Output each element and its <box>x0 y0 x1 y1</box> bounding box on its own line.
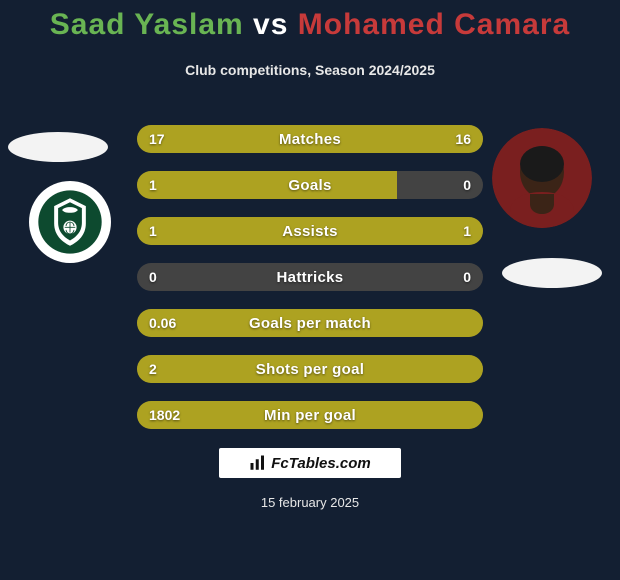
stat-row: 11Assists <box>137 217 483 245</box>
stat-row: 2Shots per goal <box>137 355 483 383</box>
stat-row: 1802Min per goal <box>137 401 483 429</box>
brand-text: FcTables.com <box>271 455 370 472</box>
stat-label: Min per goal <box>137 401 483 429</box>
stat-row: 1716Matches <box>137 125 483 153</box>
stat-label: Shots per goal <box>137 355 483 383</box>
brand-badge: FcTables.com <box>219 448 401 478</box>
stat-label: Hattricks <box>137 263 483 291</box>
subtitle: Club competitions, Season 2024/2025 <box>0 62 620 78</box>
player2-photo <box>492 128 592 228</box>
player1-club-badge <box>20 172 120 272</box>
chart-icon <box>249 454 267 472</box>
stat-row: 10Goals <box>137 171 483 199</box>
stat-label: Assists <box>137 217 483 245</box>
footer-date: 15 february 2025 <box>0 495 620 510</box>
page-title: Saad Yaslam vs Mohamed Camara <box>0 0 620 42</box>
avatar-placeholder-icon <box>492 128 592 228</box>
stat-row: 0.06Goals per match <box>137 309 483 337</box>
player2-name: Mohamed Camara <box>298 8 570 41</box>
club-badge-icon <box>29 181 111 263</box>
comparison-card: Saad Yaslam vs Mohamed Camara Club compe… <box>0 0 620 580</box>
player1-country-flag <box>8 132 108 162</box>
player2-country-flag <box>502 258 602 288</box>
stat-label: Matches <box>137 125 483 153</box>
stat-row: 00Hattricks <box>137 263 483 291</box>
stats-container: 1716Matches 10Goals 11Assists 00Hattricks 0.… <box>137 125 483 447</box>
player1-name: Saad Yaslam <box>50 8 244 41</box>
stat-label: Goals <box>137 171 483 199</box>
vs-separator: vs <box>244 8 298 41</box>
stat-label: Goals per match <box>137 309 483 337</box>
